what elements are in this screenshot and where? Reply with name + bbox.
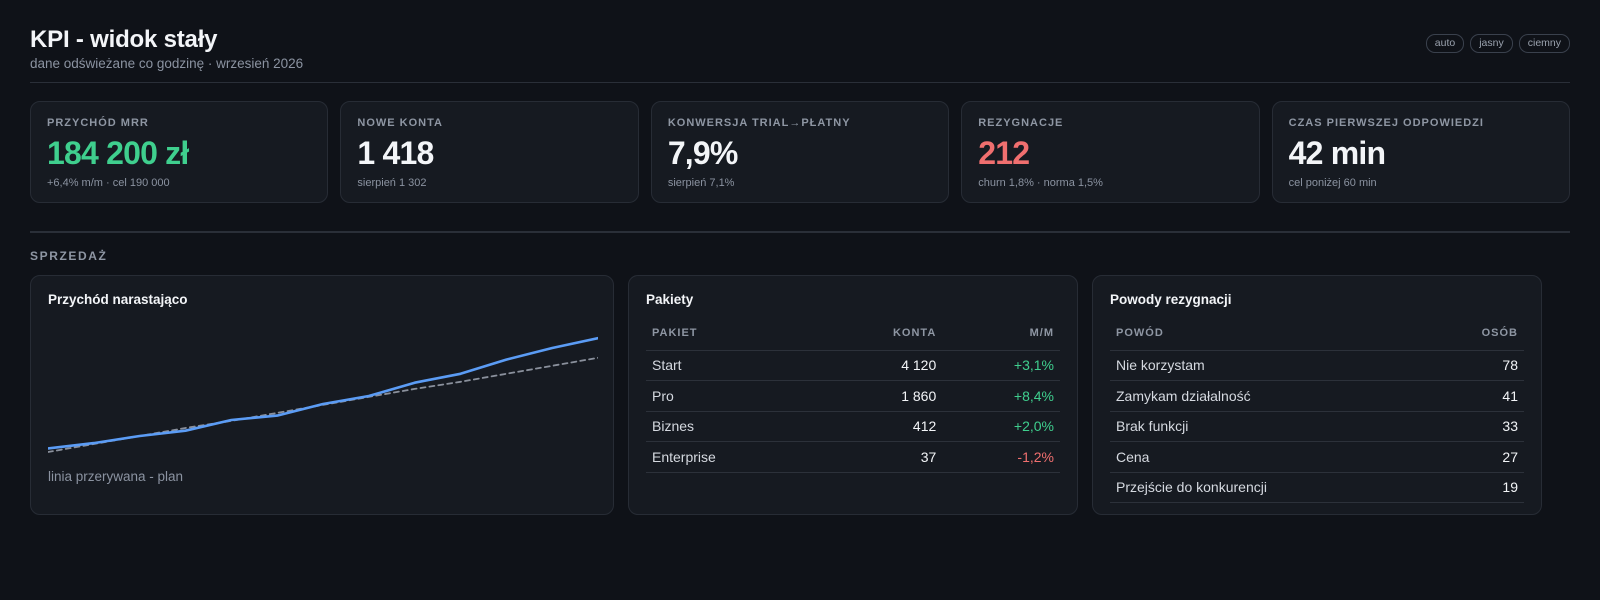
table-row: Cena 27 <box>1110 441 1524 473</box>
package-change: +2,0% <box>942 411 1060 442</box>
kpi-card-new-accounts: Nowe konta 1 418 sierpień 1 302 <box>340 101 639 203</box>
table-row: Zamykam działalność 41 <box>1110 380 1524 412</box>
kpi-label: Konwersja trial→płatny <box>667 117 851 129</box>
kpi-value: 7,9% <box>667 135 739 171</box>
package-accounts: 4 120 <box>817 350 943 381</box>
table-row: Biznes 412 +2,0% <box>646 411 1060 442</box>
kpi-label: Przychód MRR <box>47 117 149 129</box>
column-header-package: Pakiet <box>646 324 818 351</box>
kpi-note: churn 1,8% · norma 1,5% <box>978 177 1103 189</box>
panel-title: Powody rezygnacji <box>1110 292 1232 307</box>
page-title: KPI - widok stały <box>30 26 218 53</box>
reason-text: Zamykam działalność <box>1110 380 1430 412</box>
packages-table: Pakiet Konta M/M Start 4 120 +3,1% Pro 1… <box>646 324 1060 473</box>
kpi-note: sierpień 7,1% <box>667 177 735 189</box>
kpi-label: Rezygnacje <box>978 117 1064 129</box>
header-divider <box>30 82 1570 83</box>
reason-count: 33 <box>1429 411 1524 442</box>
table-header-row: Powód Osób <box>1110 324 1524 351</box>
table-row: Pro 1 860 +8,4% <box>646 380 1060 412</box>
package-accounts: 37 <box>817 441 943 473</box>
reason-count: 78 <box>1429 350 1524 381</box>
kpi-card-mrr: Przychód MRR 184 200 zł +6,4% m/m · cel … <box>30 101 329 203</box>
kpi-value: 42 min <box>1288 135 1386 171</box>
reason-text: Przejście do konkurencji <box>1110 472 1430 503</box>
table-row: Start 4 120 +3,1% <box>646 350 1060 381</box>
kpi-value: 1 418 <box>357 135 434 171</box>
panel-title: Pakiety <box>646 292 694 307</box>
column-header-reason: Powód <box>1110 324 1430 351</box>
kpi-value: 184 200 zł <box>47 135 189 171</box>
section-label: Sprzedaż <box>30 249 108 263</box>
packages-panel: Pakiety Pakiet Konta M/M Start 4 120 +3,… <box>628 275 1078 515</box>
reason-text: Brak funkcji <box>1110 411 1430 442</box>
kpi-value: 212 <box>978 135 1030 171</box>
churn-reasons-table: Powód Osób Nie korzystam 78 Zamykam dzia… <box>1110 324 1524 503</box>
churn-reasons-panel: Powody rezygnacji Powód Osób Nie korzyst… <box>1092 275 1542 515</box>
kpi-card-conversion: Konwersja trial→płatny 7,9% sierpień 7,1… <box>650 101 950 203</box>
column-header-count: Osób <box>1429 324 1524 351</box>
package-accounts: 1 860 <box>817 380 943 412</box>
kpi-note: +6,4% m/m · cel 190 000 <box>47 177 170 189</box>
kpi-card-response-time: Czas pierwszej odpowiedzi 42 min cel pon… <box>1271 101 1571 203</box>
reason-count: 27 <box>1429 441 1524 473</box>
theme-auto-button[interactable]: auto <box>1425 34 1465 53</box>
package-accounts: 412 <box>817 411 943 442</box>
column-header-accounts: Konta <box>817 324 943 351</box>
page-header: KPI - widok stały dane odświeżane co god… <box>30 26 1570 82</box>
package-name: Start <box>646 350 818 381</box>
table-header-row: Pakiet Konta M/M <box>646 324 1060 351</box>
reason-text: Cena <box>1110 441 1430 473</box>
package-change: +3,1% <box>942 350 1060 381</box>
table-row: Brak funkcji 33 <box>1110 411 1524 442</box>
kpi-note: sierpień 1 302 <box>357 177 427 189</box>
kpi-card-churn: Rezygnacje 212 churn 1,8% · norma 1,5% <box>961 101 1260 203</box>
kpi-label: Nowe konta <box>357 117 443 129</box>
revenue-line-chart <box>48 336 598 453</box>
table-row: Nie korzystam 78 <box>1110 350 1524 381</box>
revenue-chart-panel: Przychód narastająco linia przerywana - … <box>30 275 614 515</box>
reason-count: 19 <box>1429 472 1524 503</box>
package-change: -1,2% <box>942 441 1060 473</box>
package-name: Pro <box>646 380 818 412</box>
page-subtitle: dane odświeżane co godzinę · wrzesień 20… <box>30 56 304 71</box>
column-header-mm: M/M <box>942 324 1060 351</box>
kpi-label: Czas pierwszej odpowiedzi <box>1288 117 1484 129</box>
package-change: +8,4% <box>942 380 1060 412</box>
section-divider <box>30 231 1570 233</box>
table-row: Enterprise 37 -1,2% <box>646 441 1060 473</box>
panel-row: Przychód narastająco linia przerywana - … <box>30 275 1570 515</box>
actual-series-line <box>48 336 598 450</box>
reason-text: Nie korzystam <box>1110 350 1430 381</box>
package-name: Enterprise <box>646 441 818 473</box>
chart-caption: linia przerywana - plan <box>48 469 184 484</box>
package-name: Biznes <box>646 411 818 442</box>
theme-dark-button[interactable]: ciemny <box>1518 34 1570 53</box>
reason-count: 41 <box>1429 380 1524 412</box>
table-row: Przejście do konkurencji 19 <box>1110 472 1524 503</box>
theme-switch: auto jasny ciemny <box>1425 34 1570 53</box>
dashboard-page: KPI - widok stały dane odświeżane co god… <box>30 26 1571 515</box>
theme-light-button[interactable]: jasny <box>1470 34 1513 53</box>
kpi-note: cel poniżej 60 min <box>1288 177 1377 189</box>
panel-title: Przychód narastająco <box>48 292 188 307</box>
kpi-row: Przychód MRR 184 200 zł +6,4% m/m · cel … <box>30 101 1571 203</box>
